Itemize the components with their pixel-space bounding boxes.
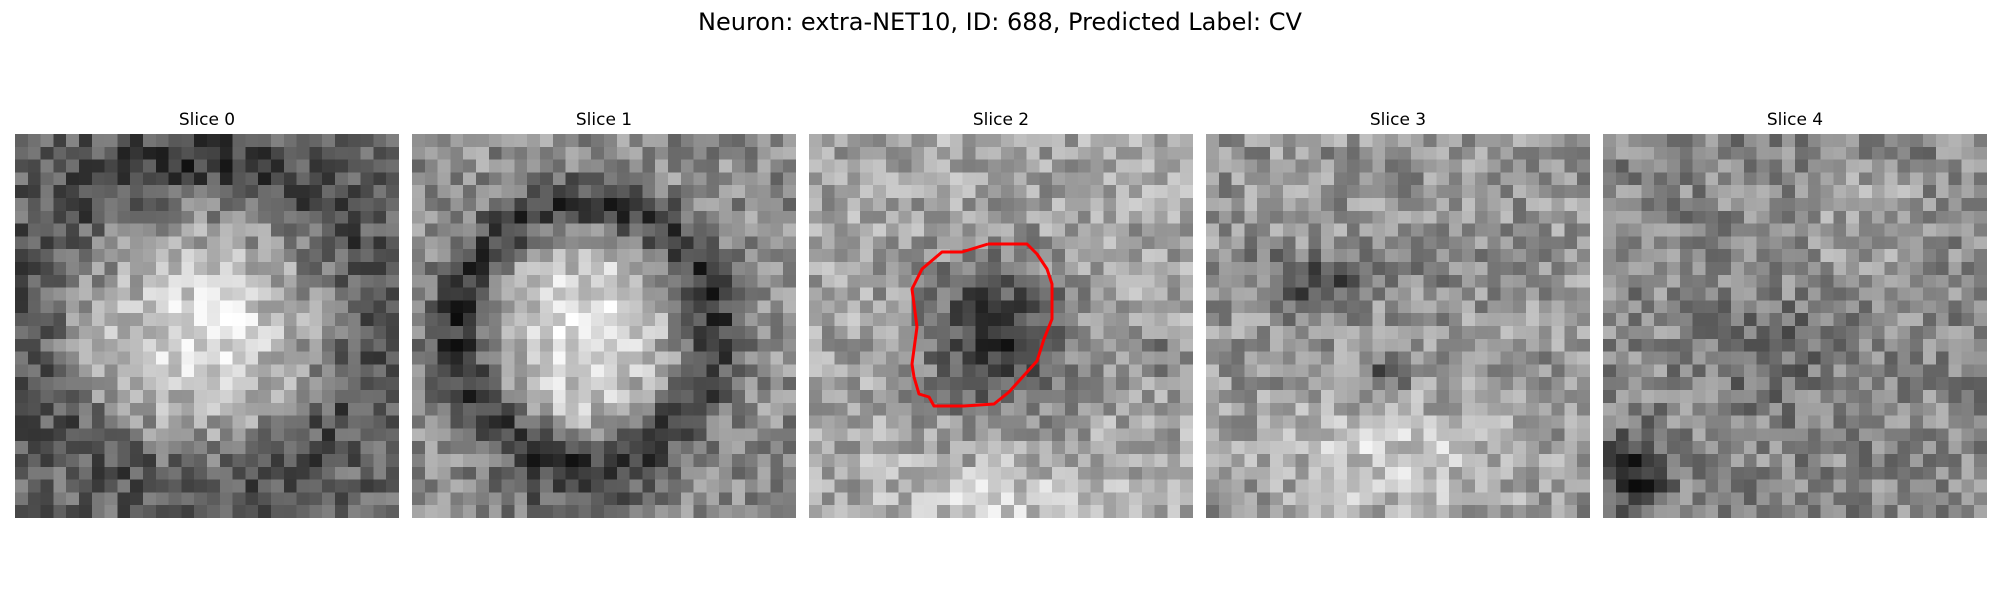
slice-panel-0: Slice 0	[15, 108, 399, 518]
slice-title: Slice 4	[1766, 110, 1824, 130]
slice-image	[1206, 134, 1590, 518]
slice-image	[809, 134, 1193, 518]
slice-panel-2: Slice 2	[809, 108, 1193, 518]
slice-panel-1: Slice 1	[412, 108, 796, 518]
figure-title: Neuron: extra-NET10, ID: 688, Predicted …	[698, 8, 1302, 36]
roi-contour-overlay	[910, 242, 1054, 408]
slice-image	[15, 134, 399, 518]
slice-title: Slice 3	[1369, 110, 1427, 130]
slice-panel-4: Slice 4	[1603, 108, 1987, 518]
roi-contour	[910, 242, 1054, 408]
slice-title: Slice 0	[178, 110, 236, 130]
slice-image	[1603, 134, 1987, 518]
slice-image	[412, 134, 796, 518]
slice-title: Slice 1	[575, 110, 633, 130]
slice-title: Slice 2	[972, 110, 1030, 130]
slice-panel-3: Slice 3	[1206, 108, 1590, 518]
